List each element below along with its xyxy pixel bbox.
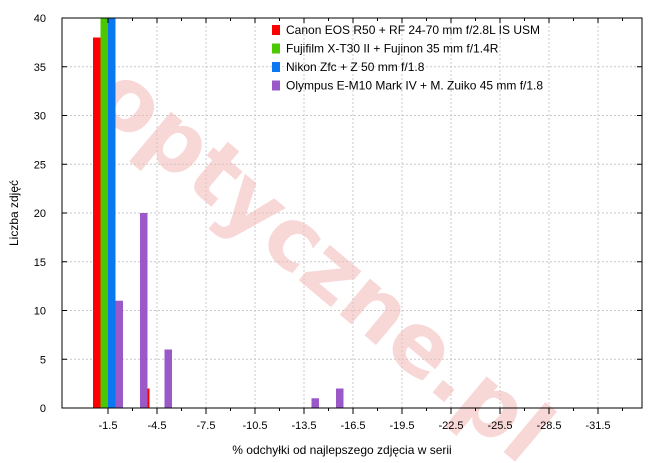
y-tick-label: 5 (40, 354, 46, 366)
bar (140, 213, 148, 408)
y-tick-label: 0 (40, 403, 46, 415)
bar (311, 398, 319, 408)
x-tick-label: -7.5 (197, 420, 216, 432)
y-tick-label: 15 (34, 257, 46, 269)
x-tick-label: -31.5 (585, 420, 610, 432)
bar (108, 18, 116, 408)
legend-swatch (272, 62, 280, 72)
bar (336, 388, 344, 408)
legend-swatch (272, 80, 280, 91)
y-axis: 0 5 10 15 20 25 30 35 40 (34, 13, 642, 415)
x-tick-label: -13.5 (291, 420, 316, 432)
y-tick-label: 20 (34, 208, 46, 220)
legend-swatch (272, 25, 280, 35)
x-tick-label: -28.5 (536, 420, 561, 432)
x-tick-label: -19.5 (389, 420, 414, 432)
legend: Canon EOS R50 + RF 24-70 mm f/2.8L IS US… (272, 23, 543, 93)
y-tick-label: 35 (34, 62, 46, 74)
bar (115, 300, 123, 408)
y-tick-label: 40 (34, 13, 46, 25)
x-tick-label: -1.5 (99, 420, 118, 432)
legend-entry: Fujifilm X-T30 II + Fujinon 35 mm f/1.4R (286, 42, 499, 56)
bar (100, 18, 108, 408)
x-tick-label: -25.5 (487, 420, 512, 432)
bar (93, 37, 101, 408)
x-tick-label: -10.5 (242, 420, 267, 432)
bars (93, 18, 344, 408)
y-tick-label: 10 (34, 306, 46, 318)
y-tick-label: 25 (34, 159, 46, 171)
x-tick-label: -22.5 (438, 420, 463, 432)
legend-entry: Olympus E-M10 Mark IV + M. Zuiko 45 mm f… (286, 79, 543, 93)
x-tick-label: -4.5 (148, 420, 167, 432)
y-tick-label: 30 (34, 111, 46, 123)
x-tick-label: -16.5 (340, 420, 365, 432)
legend-entry: Nikon Zfc + Z 50 mm f/1.8 (286, 60, 425, 74)
x-axis: -1.5 -4.5 -7.5 -10.5 -13.5 -16.5 -19.5 -22.5 -25… (99, 18, 623, 432)
grid-lines (62, 18, 642, 408)
bar (164, 349, 172, 408)
x-axis-label: % odchyłki od najlepszego zdjęcia w seri… (232, 443, 451, 457)
y-axis-label: Liczba zdjęć (7, 180, 21, 246)
legend-entry: Canon EOS R50 + RF 24-70 mm f/2.8L IS US… (286, 23, 540, 37)
legend-swatch (272, 43, 280, 54)
